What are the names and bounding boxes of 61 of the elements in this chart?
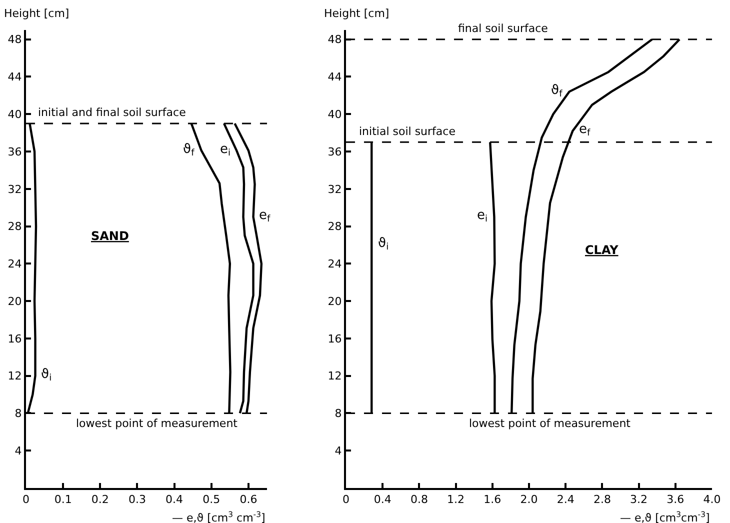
y-tick-label: 8 — [14, 407, 22, 420]
y-tick-label: 24 — [8, 258, 22, 271]
series-label: e$_{i}$ — [477, 208, 488, 225]
x-tick-label: 3.2 — [630, 493, 648, 506]
x-tick-label: 1.6 — [484, 493, 502, 506]
x-tick-label: 0.8 — [410, 493, 428, 506]
y-axis-title: Height [cm] — [4, 7, 70, 20]
y-tick-label: 36 — [328, 145, 342, 158]
y-tick-label: 36 — [8, 145, 22, 158]
y-tick-label: 28 — [8, 220, 22, 234]
y-tick-label: 4 — [334, 444, 342, 458]
ref-line-label: initial soil surface — [359, 125, 456, 138]
y-tick-label: 28 — [328, 220, 342, 234]
y-tick-label: 12 — [328, 370, 342, 383]
x-tick-label: 0.4 — [166, 493, 184, 506]
series-label: ϑ$_{f}$ — [551, 83, 564, 100]
y-tick-label: 44 — [328, 70, 342, 84]
y-tick-label: 32 — [8, 182, 22, 196]
x-tick-label: 1.2 — [447, 493, 465, 506]
x-tick-label: 3.6 — [666, 493, 684, 506]
x-tick-label: 0.4 — [374, 493, 392, 506]
series-label: ϑ$_{i}$ — [378, 236, 389, 253]
ref-line-label: initial and final soil surface — [38, 106, 186, 119]
y-tick-label: 48 — [8, 33, 22, 46]
y-tick-label: 12 — [8, 370, 22, 383]
y-tick-label: 40 — [328, 108, 342, 121]
y-tick-label: 16 — [328, 332, 342, 346]
y-tick-label: 48 — [328, 33, 342, 46]
y-tick-label: 44 — [8, 70, 22, 84]
x-axis-title: — e,ϑ [cm$^{3}$cm$^{-3}$] — [620, 510, 710, 523]
x-tick-label: 0.3 — [128, 493, 146, 506]
y-tick-label: 24 — [328, 258, 342, 271]
y-tick-label: 32 — [328, 182, 342, 196]
x-tick-label: 2.8 — [593, 493, 611, 506]
y-tick-label: 4 — [14, 444, 22, 458]
x-tick-label: 0.6 — [240, 493, 258, 506]
x-tick-label: 4.0 — [703, 493, 721, 506]
ref-line-label: lowest point of measurement — [469, 417, 632, 430]
y-tick-label: 8 — [334, 407, 342, 420]
y-tick-label: 20 — [328, 294, 342, 308]
series-label: e$_{f}$ — [259, 208, 271, 225]
x-tick-label: 2.0 — [520, 493, 538, 506]
x-tick-label: 0 — [22, 493, 30, 506]
x-tick-label: 2.4 — [556, 493, 574, 506]
series-label: e$_{i}$ — [220, 142, 231, 159]
series-label: ϑ$_{f}$ — [183, 142, 196, 159]
x-tick-label: 0 — [342, 493, 350, 506]
x-tick-label: 0.2 — [91, 493, 109, 506]
series-label: ϑ$_{i}$ — [41, 367, 52, 384]
annotation: CLAY — [585, 243, 619, 257]
y-axis-title: Height [cm] — [324, 7, 390, 20]
x-tick-label: 0.1 — [54, 493, 72, 506]
ref-line-label: lowest point of measurement — [76, 417, 238, 430]
ref-line-label: final soil surface — [458, 22, 548, 35]
y-tick-label: 40 — [8, 108, 22, 121]
series-label: e$_{f}$ — [579, 122, 591, 139]
x-tick-label: 0.5 — [202, 493, 220, 506]
annotation: SAND — [91, 229, 129, 243]
x-axis-title: — e,ϑ [cm$^{3}$ cm$^{-3}$] — [172, 510, 266, 523]
y-tick-label: 16 — [8, 332, 22, 346]
y-tick-label: 20 — [8, 294, 22, 308]
